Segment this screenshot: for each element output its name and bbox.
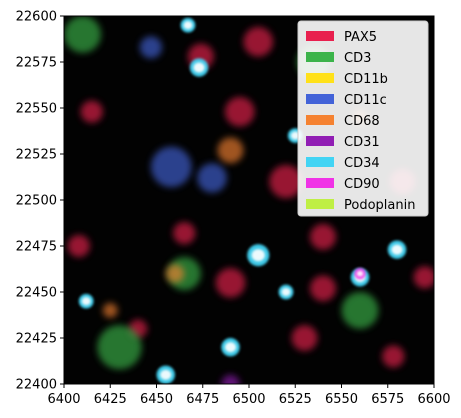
legend-label: CD3 <box>344 51 371 66</box>
blob-highlight <box>356 270 364 277</box>
legend-label: CD34 <box>344 156 380 171</box>
blob-highlight <box>193 62 205 73</box>
blob-cd68 <box>217 137 244 164</box>
legend-swatch <box>306 94 334 104</box>
legend-swatch <box>306 115 334 125</box>
x-tick-label: 6425 <box>94 392 127 407</box>
y-tick-label: 22400 <box>16 378 57 393</box>
blob-cd68 <box>165 264 185 283</box>
x-tick-label: 6525 <box>279 392 312 407</box>
blob-highlight <box>391 244 403 255</box>
legend-swatch <box>306 52 334 62</box>
blob-pax5 <box>413 266 434 289</box>
legend-label: CD31 <box>344 135 380 150</box>
blob-pax5 <box>269 165 303 199</box>
blob-cd3 <box>64 16 101 53</box>
legend-swatch <box>306 73 334 83</box>
blob-highlight <box>183 21 193 30</box>
blob-cd3 <box>341 292 379 329</box>
y-tick-label: 22475 <box>16 240 57 255</box>
x-axis: 6400 6425 6450 6475 6500 6525 6550 6575 6600 <box>47 384 451 407</box>
blob-pax5 <box>243 27 274 57</box>
blob-cd11c <box>150 146 192 188</box>
blob-pax5 <box>291 325 318 351</box>
x-tick-label: 6600 <box>417 392 450 407</box>
blob-pax5 <box>173 222 196 245</box>
legend-swatch <box>306 178 334 188</box>
legend-swatch <box>306 157 334 167</box>
legend-swatch <box>306 136 334 146</box>
y-tick-label: 22450 <box>16 286 57 301</box>
blob-highlight <box>251 249 265 262</box>
blob-cd11c <box>139 36 163 59</box>
blob-highlight <box>281 287 291 297</box>
y-tick-label: 22575 <box>16 56 57 71</box>
x-tick-label: 6575 <box>371 392 404 407</box>
y-tick-label: 22500 <box>16 194 57 209</box>
y-tick-label: 22425 <box>16 332 57 347</box>
blob-cd68 <box>102 303 118 318</box>
x-tick-label: 6400 <box>47 392 80 407</box>
legend-label: PAX5 <box>344 30 377 45</box>
x-tick-label: 6500 <box>232 392 265 407</box>
legend-label: Podoplanin <box>344 198 415 213</box>
blob-highlight <box>290 131 300 140</box>
x-tick-label: 6475 <box>186 392 219 407</box>
blob-highlight <box>160 369 172 380</box>
y-tick-label: 22600 <box>16 10 57 25</box>
blob-cd3 <box>97 325 142 370</box>
legend-label: CD11b <box>344 72 388 87</box>
x-tick-label: 6550 <box>325 392 358 407</box>
blob-pax5 <box>67 234 90 258</box>
blob-pax5 <box>382 345 405 368</box>
legend-box <box>297 20 429 217</box>
blob-cd31 <box>221 374 240 384</box>
blob-pax5 <box>310 275 336 302</box>
blob-highlight <box>224 342 237 353</box>
legend-label: CD90 <box>344 177 380 192</box>
x-tick-label: 6450 <box>140 392 173 407</box>
blob-cd11c <box>197 163 227 193</box>
legend: PAX5 CD3 CD11b CD11c CD68 CD31 CD34 CD90 Podopla… <box>297 20 429 217</box>
blob-pax5 <box>80 100 103 123</box>
legend-label: CD11c <box>344 93 387 108</box>
y-tick-label: 22550 <box>16 102 57 117</box>
y-axis: 22400 22425 22450 22475 22500 22525 22550 22575… <box>16 10 64 393</box>
blob-pax5 <box>310 223 336 250</box>
blob-pax5 <box>215 268 246 298</box>
blob-pax5 <box>224 96 255 127</box>
legend-swatch <box>306 199 334 209</box>
blob-highlight <box>81 297 91 306</box>
y-tick-label: 22525 <box>16 148 57 163</box>
legend-label: CD68 <box>344 114 380 129</box>
legend-swatch <box>306 31 334 41</box>
